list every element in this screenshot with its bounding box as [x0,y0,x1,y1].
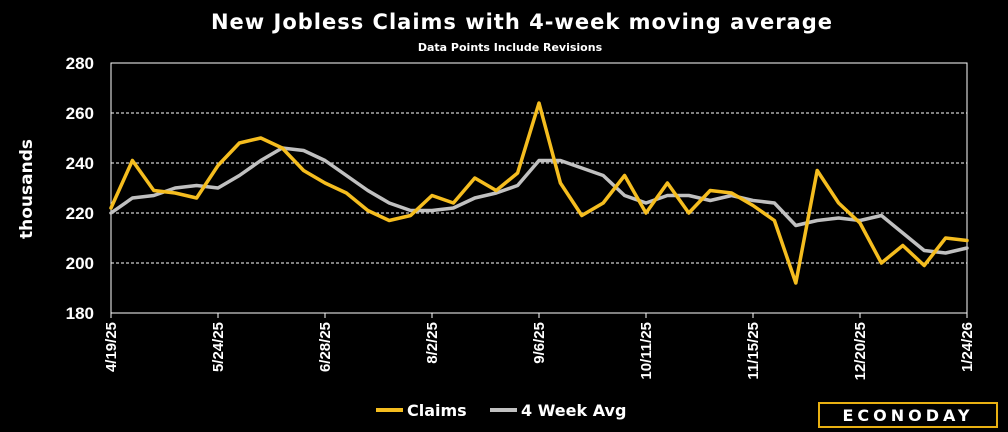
legend-label-4-week-avg: 4 Week Avg [521,401,626,420]
legend-label-claims: Claims [407,401,467,420]
x-tick-label: 11/15/25 [745,322,762,380]
series-line-4-week-avg [109,146,969,255]
y-tick-label: 280 [66,54,94,73]
series-line-claims [109,101,969,285]
y-axis-label: thousands [17,139,37,239]
plot-area [110,62,968,314]
logo-text: ECONODAY [842,405,974,425]
chart-subtitle: Data Points Include Revisions [418,41,603,54]
y-tick-label: 200 [66,254,94,273]
econoday-logo: ECONODAY [818,402,998,428]
y-tick-label: 240 [66,154,94,173]
x-tick-label: 5/24/25 [210,322,227,372]
y-tick-label: 260 [66,104,94,123]
y-tick-label: 180 [66,304,94,323]
series-lines [109,101,969,285]
y-tick-label: 220 [66,204,94,223]
y-axis-ticks: 180 200 220 240 260 280 [66,54,94,323]
chart-title: New Jobless Claims with 4-week moving av… [211,10,833,34]
x-tick-label: 1/24/26 [959,322,976,372]
x-tick-label: 9/6/25 [531,322,548,364]
x-tick-label: 10/11/25 [638,322,655,380]
x-tick-label: 6/28/25 [317,322,334,372]
x-tick-label: 4/19/25 [103,322,120,372]
x-tick-label: 8/2/25 [424,322,441,364]
x-axis-ticks: 4/19/25 5/24/25 6/28/25 8/2/25 9/6/25 10/11/2… [103,313,976,380]
x-tick-label: 12/20/25 [852,322,869,380]
legend: Claims 4 Week Avg [376,401,626,420]
gridlines [111,112,967,264]
